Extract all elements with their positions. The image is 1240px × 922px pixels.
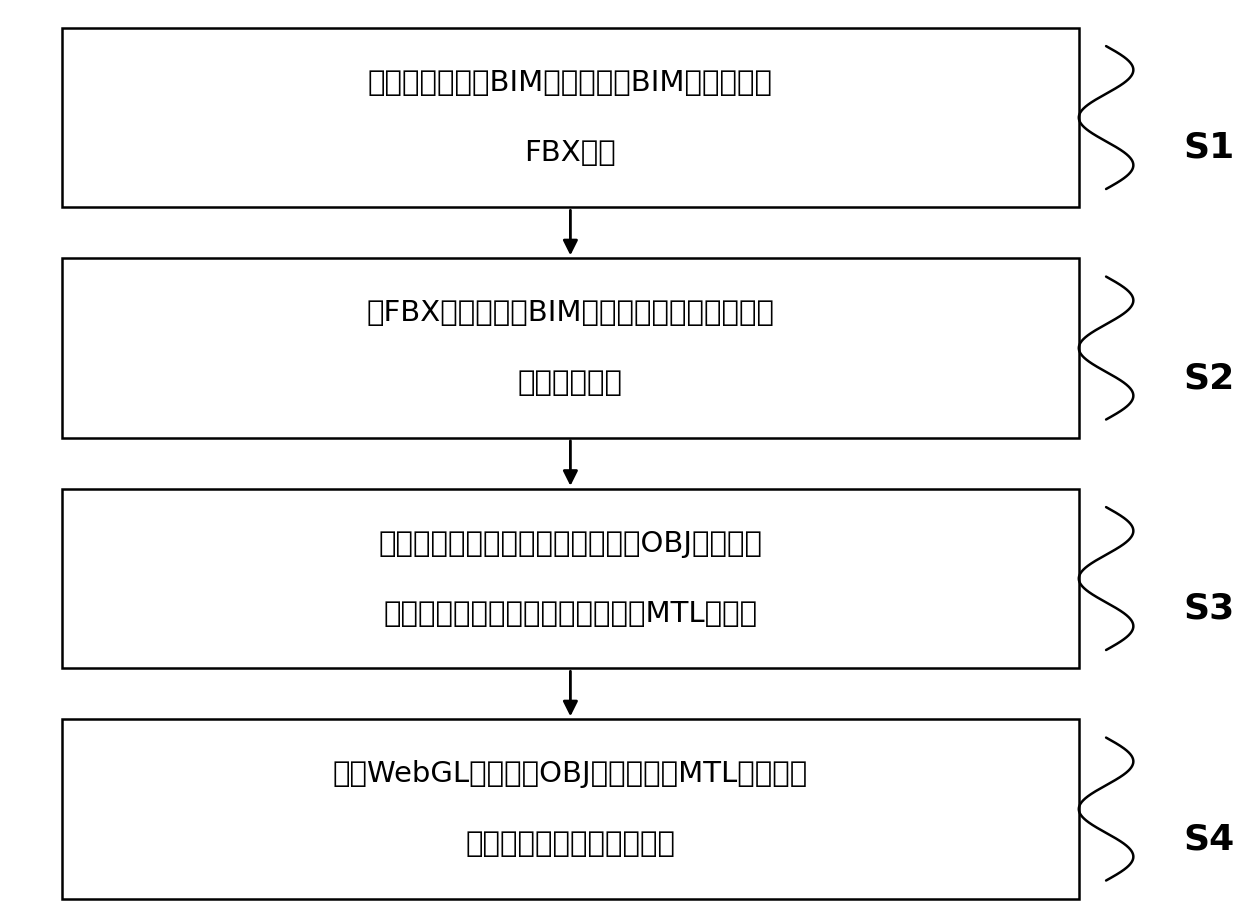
Text: 标建筑进行三维可视化显示: 标建筑进行三维可视化显示	[465, 830, 676, 858]
Text: FBX文件: FBX文件	[525, 138, 616, 167]
Bar	[62, 489, 1079, 668]
Text: S2: S2	[1183, 361, 1235, 395]
Text: 将所有构件的几何信息存储至目标OBJ文件中，: 将所有构件的几何信息存储至目标OBJ文件中，	[378, 529, 763, 558]
Bar	[62, 258, 1079, 438]
Text: 从FBX文件中提取BIM模型中各个构件的几何信: 从FBX文件中提取BIM模型中各个构件的几何信	[366, 299, 775, 327]
Text: 基于WebGL根据目标OBJ文件和目标MTL文件对目: 基于WebGL根据目标OBJ文件和目标MTL文件对目	[332, 760, 808, 788]
Text: 建立目标建筑的BIM模型，并将BIM模型解析成: 建立目标建筑的BIM模型，并将BIM模型解析成	[368, 68, 773, 97]
Bar	[62, 28, 1079, 207]
Text: S3: S3	[1183, 592, 1235, 625]
Text: S1: S1	[1183, 131, 1235, 164]
Text: S4: S4	[1183, 822, 1235, 856]
Text: 将所有构件的材质信息存储至目标MTL文件中: 将所有构件的材质信息存储至目标MTL文件中	[383, 599, 758, 628]
Text: 息和材质信息: 息和材质信息	[518, 369, 622, 397]
Bar	[62, 719, 1079, 899]
